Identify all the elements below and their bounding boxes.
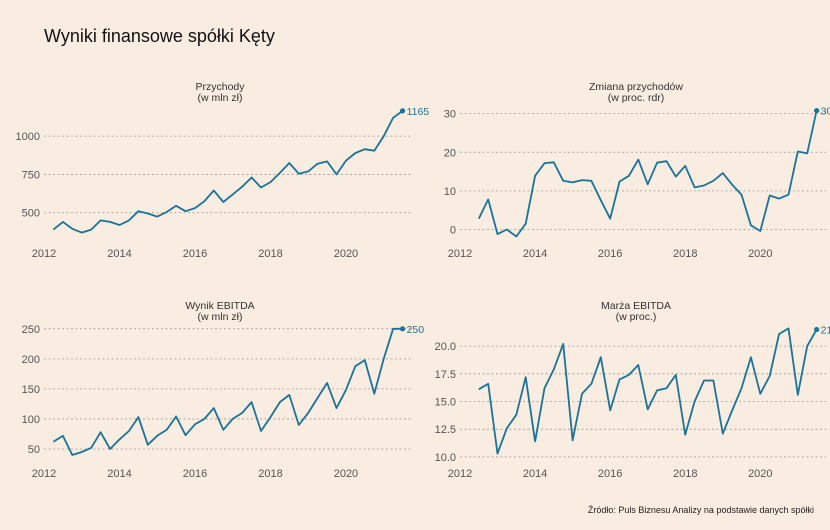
y-tick-label: 500 — [22, 208, 40, 220]
y-tick-label: 200 — [22, 354, 40, 366]
y-tick-label: 250 — [22, 324, 40, 336]
x-tick-label: 2020 — [748, 248, 772, 260]
x-tick-label: 2020 — [334, 248, 358, 260]
x-tick-label: 2014 — [107, 248, 131, 260]
chart-main-title: Wyniki finansowe spółki Kęty — [44, 26, 275, 46]
chart-panel-3: Wynik EBITDA(w mln zł) 50 100 150 200 250 2012… — [22, 300, 425, 480]
end-point-marker — [399, 326, 406, 332]
chart-panel-4: Marża EBITDA(w proc.) 10.0 12.5 15.0 17.5 20.… — [435, 300, 830, 480]
x-tick-label: 2014 — [523, 468, 547, 480]
series-line — [52, 327, 403, 456]
y-tick-label: 20.0 — [435, 341, 456, 353]
x-tick-label: 2018 — [673, 248, 697, 260]
panel-title: Marża EBITDA — [601, 300, 671, 312]
panel-title: Wynik EBITDA — [185, 300, 254, 312]
x-tick-label: 2012 — [448, 248, 472, 260]
x-tick-label: 2012 — [32, 468, 56, 480]
panel-title: Zmiana przychodów — [589, 81, 683, 93]
x-tick-label: 2016 — [598, 248, 622, 260]
chart-panel-1: Przychody(w mln zł) 500 750 1000 2012 2014 201… — [16, 81, 430, 260]
x-tick-label: 2020 — [748, 468, 772, 480]
y-tick-label: 20 — [444, 147, 456, 159]
panel-subtitle: (w mln zł) — [198, 311, 243, 323]
x-tick-label: 2018 — [673, 468, 697, 480]
y-tick-label: 12.5 — [435, 424, 456, 436]
series-line — [52, 110, 404, 234]
end-value-label: 21.5 — [821, 325, 830, 337]
x-tick-label: 2018 — [258, 468, 282, 480]
panel-subtitle: (w mln zł) — [198, 92, 243, 104]
x-tick-label: 2016 — [183, 248, 207, 260]
series-line — [478, 327, 818, 455]
series-line — [477, 110, 818, 238]
panel-subtitle: (w proc. rdr) — [608, 92, 665, 104]
end-point-marker — [814, 107, 820, 114]
end-point-marker — [814, 326, 820, 333]
y-tick-label: 15.0 — [435, 397, 456, 409]
y-tick-label: 17.5 — [435, 369, 456, 381]
x-tick-label: 2016 — [183, 468, 207, 480]
source-note: Źródło: Puls Biznesu Analizy na podstawi… — [587, 505, 814, 515]
y-tick-label: 10.0 — [435, 452, 456, 464]
y-tick-label: 750 — [22, 169, 40, 181]
panel-subtitle: (w proc.) — [616, 311, 657, 323]
end-value-label: 30.8 — [821, 106, 830, 118]
end-point-marker — [399, 108, 406, 114]
x-tick-label: 2014 — [523, 248, 547, 260]
x-tick-label: 2012 — [32, 248, 56, 260]
x-tick-label: 2012 — [448, 468, 472, 480]
y-tick-label: 1000 — [16, 131, 40, 143]
x-tick-label: 2016 — [598, 468, 622, 480]
end-value-label: 250 — [407, 324, 425, 336]
chart-panel-2: Zmiana przychodów(w proc. rdr) 0 10 20 30 201… — [444, 81, 830, 260]
y-tick-label: 0 — [450, 225, 456, 237]
panel-title: Przychody — [195, 81, 245, 93]
y-tick-label: 50 — [28, 444, 40, 456]
x-tick-label: 2020 — [334, 468, 358, 480]
end-value-label: 1165 — [407, 106, 430, 118]
y-tick-label: 10 — [444, 186, 456, 198]
x-tick-label: 2014 — [107, 468, 131, 480]
y-tick-label: 30 — [444, 109, 456, 121]
y-tick-label: 150 — [22, 384, 40, 396]
x-tick-label: 2018 — [258, 248, 282, 260]
y-tick-label: 100 — [22, 414, 40, 426]
